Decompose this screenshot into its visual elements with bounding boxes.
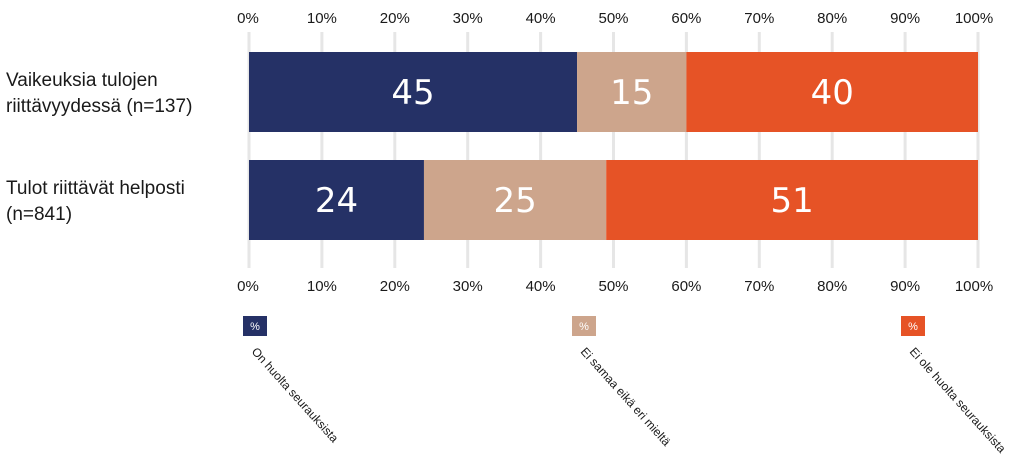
data-label: 24	[315, 181, 358, 221]
category-labels: Vaikeuksia tulojen riittävyydessä (n=137)…	[6, 70, 192, 225]
data-label: 15	[610, 73, 653, 113]
x-tick-label-top: 40%	[526, 10, 556, 27]
legend-swatch	[572, 316, 596, 336]
x-tick-label-bottom: 0%	[237, 278, 259, 295]
data-label: 25	[493, 181, 536, 221]
x-tick-label-bottom: 90%	[890, 278, 920, 295]
category-label: Tulot riittävät helposti	[6, 178, 185, 199]
x-tick-label-top: 20%	[380, 10, 410, 27]
category-label: riittävyydessä (n=137)	[6, 96, 192, 117]
bar-segment	[423, 160, 607, 240]
legend-swatch-text: %	[908, 321, 918, 333]
legend-swatch	[901, 316, 925, 336]
bar-segment	[249, 52, 578, 132]
legend-swatch	[243, 316, 267, 336]
x-tick-label-bottom: 50%	[598, 278, 628, 295]
x-tick-label-top: 30%	[453, 10, 483, 27]
x-tick-label-bottom: 80%	[817, 278, 847, 295]
data-label: 40	[811, 73, 854, 113]
x-tick-label-top: 50%	[598, 10, 628, 27]
x-tick-label-bottom: 60%	[671, 278, 701, 295]
x-tick-label-top: 70%	[744, 10, 774, 27]
x-tick-label-top: 100%	[955, 10, 993, 27]
x-tick-label-bottom: 40%	[526, 278, 556, 295]
legend: % On huolta seurauksista% Ei samaa eikä er…	[243, 316, 1009, 456]
x-tick-label-bottom: 100%	[955, 278, 993, 295]
bar-segments: 45 15 40 24 25 51	[249, 52, 978, 240]
top-axis-ticks: 0% 10% 20% 30% 40% 50% 60% 70% 80% 90% 100%	[237, 10, 993, 27]
category-label: (n=841)	[6, 204, 72, 225]
x-tick-label-top: 80%	[817, 10, 847, 27]
x-tick-label-top: 0%	[237, 10, 259, 27]
x-tick-label-bottom: 20%	[380, 278, 410, 295]
data-label: 51	[770, 181, 813, 221]
x-tick-label-top: 90%	[890, 10, 920, 27]
legend-label: On huolta seurauksista	[249, 345, 342, 446]
x-tick-label-top: 10%	[307, 10, 337, 27]
legend-swatch-text: %	[579, 321, 589, 333]
x-tick-label-top: 60%	[671, 10, 701, 27]
bar-segment	[249, 160, 424, 240]
x-tick-label-bottom: 30%	[453, 278, 483, 295]
bar-segment	[577, 52, 687, 132]
bar-segment	[606, 160, 978, 240]
category-label: Vaikeuksia tulojen	[6, 70, 158, 91]
bottom-axis-ticks: 0% 10% 20% 30% 40% 50% 60% 70% 80% 90% 100%	[237, 278, 993, 295]
x-tick-label-bottom: 70%	[744, 278, 774, 295]
bar-segment	[686, 52, 978, 132]
legend-label: Ei ole huolta seurauksista	[907, 345, 1009, 456]
legend-label: Ei samaa eikä eri mieltä	[578, 345, 674, 449]
legend-swatch-text: %	[250, 321, 260, 333]
data-label: 45	[391, 73, 434, 113]
x-tick-label-bottom: 10%	[307, 278, 337, 295]
